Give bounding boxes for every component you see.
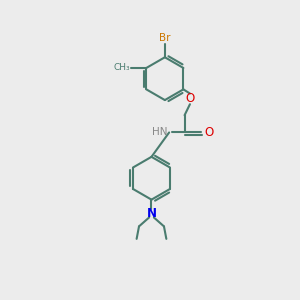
Text: O: O: [185, 92, 195, 105]
Text: HN: HN: [152, 128, 168, 137]
Text: N: N: [146, 207, 157, 220]
Text: Br: Br: [159, 33, 171, 43]
Text: O: O: [205, 126, 214, 139]
Text: CH₃: CH₃: [114, 64, 130, 73]
